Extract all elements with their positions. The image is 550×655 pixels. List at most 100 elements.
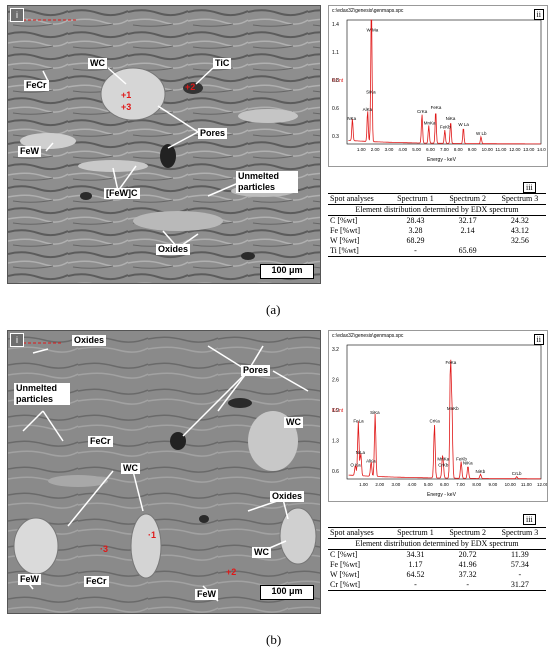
spectrum-xtick: 6.00: [440, 482, 449, 487]
spectrum-peak-label: NiKb: [476, 469, 486, 474]
label-wc-mid: WC: [121, 463, 140, 474]
table-row: Cr [%wt] - - 31.27: [328, 580, 546, 591]
spectrum-header: c:\edax32\genesis\genmaps.spc: [332, 8, 404, 14]
table-row: C [%wt] 34.31 20.72 11.39: [328, 550, 546, 561]
table-row: C [%wt] 28.43 32.17 24.32: [328, 216, 546, 227]
table-cell: C [%wt]: [330, 216, 358, 225]
spectrum-xtick: 14.0: [537, 147, 546, 152]
table-cell: Cr [%wt]: [328, 580, 390, 591]
spectrum-ytick: 1.4: [332, 22, 339, 28]
spot-3: ·3: [100, 544, 109, 554]
label-few-left: FeW: [18, 574, 41, 585]
spectrum-peak-label: FeLa: [353, 419, 364, 424]
spectrum-xtick: 1.00: [357, 147, 366, 152]
spectrum-peak-label: MnKa: [437, 456, 449, 461]
spectrum-xtick: 12.00: [537, 482, 547, 487]
table-header: Spectrum 1: [389, 527, 442, 539]
spectrum-xtick: 11.00: [495, 147, 506, 152]
table-cell: -: [441, 580, 494, 591]
panel-b-caption: (b): [266, 632, 282, 647]
table-cell: 3.28: [408, 226, 423, 235]
table-cell: 28.43: [406, 216, 425, 225]
spot-2: +2: [185, 82, 196, 92]
panel-b-table-corner-label: iii: [523, 514, 536, 525]
spectrum-xtick: 4.00: [398, 147, 407, 152]
spectrum-peak-label: AlKa: [366, 458, 376, 463]
spectrum-peak-label: FeKb: [456, 456, 467, 461]
spectrum-ytick: 0.6: [332, 106, 339, 112]
spectrum-peak-label: SiKa: [370, 410, 380, 415]
panel-b-sem-image: i Oxides Unmelted particles Pores WC FeC…: [7, 330, 321, 614]
spectrum-peak-label: FeKa: [445, 360, 456, 365]
spectrum-corner-label: ii: [533, 334, 544, 345]
scale-bar: 100 μm: [260, 585, 314, 600]
spectrum-xtick: 5.00: [424, 482, 433, 487]
spectrum-curve: [348, 359, 541, 480]
table-cell: 20.72: [458, 550, 477, 559]
table-row: Fe [%wt] 1.17 41.96 57.34: [328, 560, 546, 570]
table-cell: 11.39: [511, 550, 529, 559]
spectrum-peak-label: CrKa: [429, 419, 440, 424]
spectrum-xtick: 3.00: [392, 482, 401, 487]
spectrum-peak-label: NKa: [347, 116, 356, 121]
label-wc-right: WC: [284, 417, 303, 428]
spectrum-peak-label: W Ma: [367, 27, 379, 32]
table-row: Ti [%wt] - 65.69: [328, 246, 546, 257]
spectrum-xtick: 10.00: [482, 147, 494, 152]
spectrum-xtick: 13.00: [523, 147, 535, 152]
spectrum-ytick: 1.1: [332, 50, 339, 56]
label-oxides-top: Oxides: [72, 335, 107, 346]
spectrum-xtick: 1.00: [359, 482, 368, 487]
label-tic: TiC: [213, 58, 232, 69]
table-header: Spectrum 3: [493, 193, 546, 205]
table-subtitle: Element distribution determined by EDX s…: [328, 204, 546, 216]
spectrum-ytick: 2.6: [332, 378, 339, 384]
spectrum-xtick: 9.00: [468, 147, 477, 152]
panel-b-sem-texture: [8, 331, 320, 613]
spectrum-xtick: 3.00: [385, 147, 394, 152]
table-cell: 41.96: [458, 560, 477, 569]
table-cell: 65.69: [441, 246, 494, 257]
spectrum-ytick: 0.6: [332, 469, 339, 475]
spectrum-y-unit: KCnt: [332, 78, 344, 84]
label-oxides: Oxides: [156, 244, 191, 255]
spectrum-xtick: 4.00: [408, 482, 417, 487]
spectrum-peak-label: SiKa: [366, 89, 376, 94]
spectrum-peak-label: NiLa: [356, 450, 366, 455]
spectrum-xtick: 6.00: [426, 147, 435, 152]
spectrum-ytick: 3.2: [332, 347, 339, 353]
spectrum-header: c:\edax32\genesis\genmaps.spc: [332, 333, 404, 339]
table-header: Spectrum 2: [441, 527, 494, 539]
table-header: Spectrum 3: [493, 527, 546, 539]
table-header: Spectrum 2: [441, 193, 494, 205]
label-fecr: FeCr: [24, 80, 49, 91]
panel-b-edx-table: Spot analyses Spectrum 1 Spectrum 2 Spec…: [328, 527, 546, 591]
table-cell: 1.17: [408, 560, 423, 569]
panel-b-corner-label: i: [10, 333, 24, 347]
spectrum-frame: [346, 19, 542, 145]
spectrum-peak-label: W La: [458, 122, 469, 127]
spectrum-peak-label: FeKb: [440, 125, 451, 130]
label-few-bottom: FeW: [195, 589, 218, 600]
table-cell: [442, 236, 494, 246]
spectrum-y-unit: KCnt: [332, 408, 344, 414]
label-pores: Pores: [198, 128, 228, 139]
table-cell: C [%wt]: [330, 550, 358, 559]
table-cell: 34.31: [406, 550, 425, 559]
spot-1: +1: [121, 90, 132, 100]
spectrum-xtick: 9.00: [489, 482, 498, 487]
label-unmelted: Unmelted particles: [236, 171, 298, 193]
spectrum-xtick: 11.00: [521, 482, 532, 487]
table-header: Spot analyses: [328, 193, 390, 205]
spectrum-ytick: 0.8: [332, 78, 339, 84]
label-wc: WC: [88, 58, 107, 69]
table-cell: 57.34: [510, 560, 529, 569]
table-cell: -: [518, 570, 522, 579]
spectrum-corner-label: ii: [533, 9, 544, 20]
spectrum-peak-label: NiKa: [463, 460, 473, 465]
label-wc-bottom: WC: [252, 547, 271, 558]
spectrum-peak-label: W Lb: [476, 131, 487, 136]
table-row: Fe [%wt] 3.28 2.14 43.12: [328, 226, 546, 236]
table-cell: [493, 246, 546, 257]
table-subtitle: Element distribution determined by EDX s…: [328, 538, 546, 550]
